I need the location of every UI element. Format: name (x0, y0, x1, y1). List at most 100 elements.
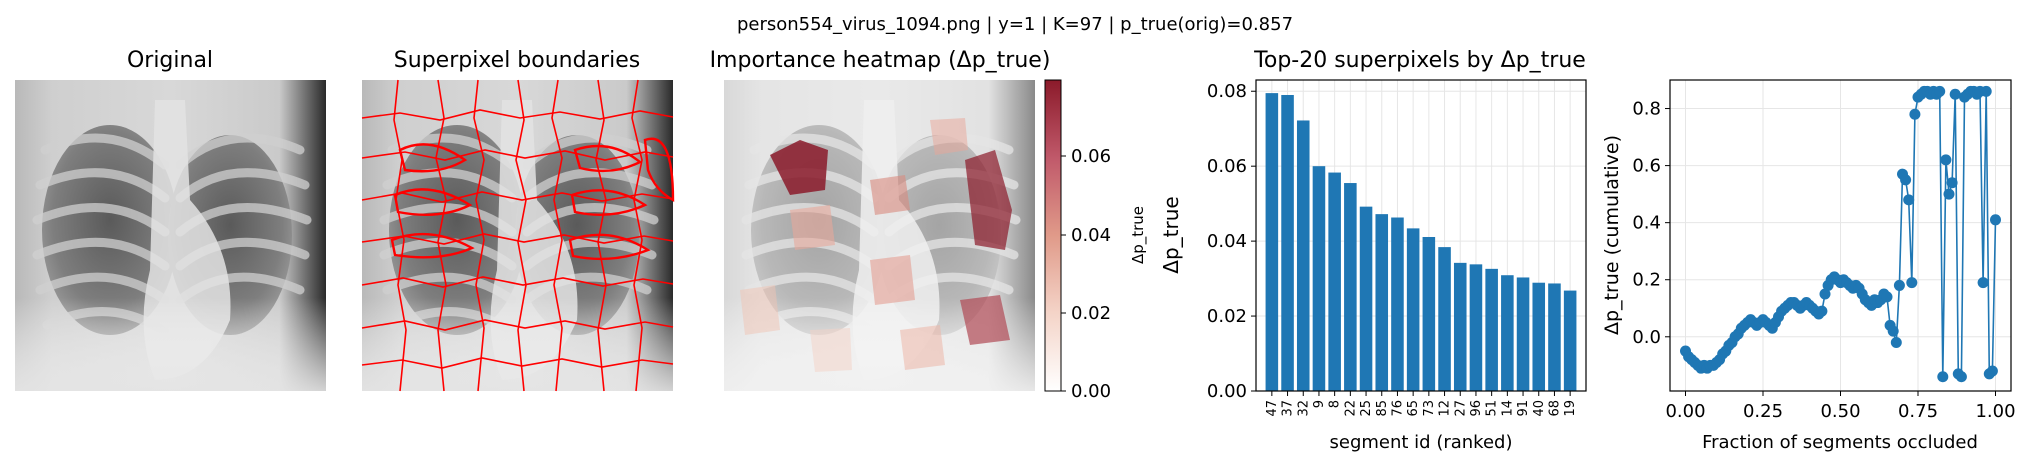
line-point (1980, 85, 1992, 97)
bar-chart-x-tick-label: 68 (1547, 400, 1562, 417)
line-chart-y-axis-label: Δp_true (cumulative) (1601, 135, 1623, 335)
bar-chart-x-tick-label: 37 (1281, 400, 1296, 417)
line-chart-x-tick-label: 0.25 (1743, 401, 1783, 422)
colorbar-tick-label: 0.00 (1071, 381, 1111, 402)
line-point (1816, 305, 1828, 317)
line-point (1934, 85, 1946, 97)
heatmap-panel: Importance heatmap (Δp_true) 0.00 0.02 0… (710, 48, 1148, 402)
heatmap-title: Importance heatmap (Δp_true) (710, 48, 1051, 73)
bar-chart-axes-frame (1255, 79, 1587, 392)
line-point (1946, 177, 1958, 189)
bar (1406, 228, 1420, 391)
bar-chart-y-tick-label: 0.04 (1207, 231, 1247, 252)
line-point (1819, 288, 1831, 300)
original-xray-image (15, 80, 326, 391)
line-chart-y-tick-label: 0.6 (1632, 156, 1661, 177)
bar-chart-x-tick-label: 27 (1453, 400, 1468, 417)
colorbar-tick-label: 0.06 (1071, 146, 1111, 167)
line-point (1909, 108, 1921, 120)
bar (1485, 268, 1498, 391)
line-chart-panel: 0.0 0.2 0.4 0.6 0.8 0.00 0.25 0.50 0.75 1.00 Fra… (1601, 79, 2016, 453)
line-point (1986, 365, 1998, 377)
bar-chart-x-tick-label: 14 (1500, 400, 1515, 417)
line-point (1990, 214, 2001, 226)
bar-chart-x-tick-label: 25 (1359, 400, 1374, 417)
line-point (1943, 188, 1955, 200)
bar (1391, 217, 1404, 391)
bar (1532, 282, 1546, 391)
bar-chart-x-tick-label: 96 (1469, 400, 1484, 417)
boundaries-panel: Superpixel boundaries (361, 48, 675, 392)
line-chart-x-ticks: 0.00 0.25 0.50 0.75 1.00 (1665, 391, 2016, 422)
bar (1312, 166, 1326, 391)
bar-chart-x-tick-label: 40 (1532, 400, 1547, 417)
bar (1328, 172, 1341, 391)
line-chart-y-tick-label: 0.2 (1632, 270, 1661, 291)
bar-chart-x-tick-label: 22 (1343, 400, 1358, 417)
bar-chart-x-tick-label: 9 (1312, 400, 1327, 408)
bar (1548, 283, 1561, 391)
line-point (1977, 277, 1989, 289)
bar (1296, 120, 1310, 391)
original-title: Original (127, 48, 213, 73)
bar-chart-panel: Top-20 superpixels by Δp_true 0.000.020.… (1159, 48, 1587, 453)
line-point (1903, 194, 1915, 206)
colorbar-label: Δp_true (1129, 206, 1148, 264)
line-chart-y-ticks: 0.0 0.2 0.4 0.6 0.8 (1632, 99, 1670, 348)
bar-chart-x-axis-label: segment id (ranked) (1330, 432, 1513, 453)
bar-chart-x-tick-label: 73 (1422, 400, 1437, 417)
figure-suptitle: person554_virus_1094.png | y=1 | K=97 | … (737, 14, 1293, 35)
line-chart-series (1680, 85, 2001, 383)
superpixel-boundaries-overlay (361, 79, 675, 392)
bar (1359, 206, 1373, 391)
line-chart-y-tick-label: 0.4 (1632, 213, 1661, 234)
bar (1265, 93, 1279, 392)
line-chart-y-tick-label: 0.8 (1632, 99, 1661, 120)
line-chart-grid (1670, 80, 2011, 391)
bar-chart-x-tick-label: 8 (1328, 400, 1343, 408)
bar-chart-x-tick-label: 51 (1485, 400, 1500, 417)
line-chart-x-tick-label: 0.50 (1820, 401, 1860, 422)
colorbar-tick-label: 0.02 (1071, 303, 1111, 324)
bar-chart-x-tick-label: 12 (1438, 400, 1453, 417)
bar-chart-x-tick-label: 85 (1375, 400, 1390, 417)
line-chart-x-tick-label: 0.00 (1665, 401, 1705, 422)
original-panel: Original (15, 48, 326, 391)
bar (1516, 277, 1530, 391)
line-point (1940, 154, 1952, 166)
bar-chart-y-ticks: 0.00 0.02 0.04 0.06 0.08 (1207, 81, 1256, 402)
bar-chart-bars (1265, 93, 1577, 392)
bar-chart-y-tick-label: 0.02 (1207, 306, 1247, 327)
bar-chart-y-tick-label: 0.08 (1207, 81, 1247, 102)
boundaries-title: Superpixel boundaries (394, 48, 640, 73)
bar-chart-x-tick-label: 65 (1406, 400, 1421, 417)
line-chart-x-tick-label: 0.75 (1898, 401, 1938, 422)
line-point (1887, 325, 1899, 337)
bar-chart-y-tick-label: 0.06 (1207, 156, 1247, 177)
bar-chart-x-tick-label: 47 (1265, 400, 1280, 417)
colorbar (1044, 79, 1062, 392)
line-point (1906, 277, 1918, 289)
line-chart-x-tick-label: 1.00 (1975, 401, 2015, 422)
bar-chart-x-tick-label: 91 (1516, 400, 1531, 417)
bar (1453, 262, 1467, 391)
colorbar-tick-label: 0.04 (1071, 225, 1111, 246)
bar (1375, 214, 1389, 391)
bar (1501, 275, 1514, 391)
line-point (1890, 336, 1902, 348)
bar-chart-x-ticks: 47 37 32 9 8 22 25 85 76 65 73 12 27 96 51 14 91 40 68 19 (1265, 391, 1578, 417)
line-point (1949, 88, 1961, 100)
bar (1281, 94, 1294, 392)
colorbar-ticks (1061, 155, 1066, 392)
line-chart-axes-frame (1669, 79, 2012, 392)
bar-chart-title: Top-20 superpixels by Δp_true (1253, 48, 1586, 73)
line-chart-y-tick-label: 0.0 (1632, 327, 1661, 348)
line-point (1881, 291, 1893, 303)
heatmap-overlay (724, 80, 1035, 391)
line-point (1900, 174, 1912, 186)
bar-chart-x-tick-label: 19 (1563, 400, 1578, 417)
bar (1438, 247, 1451, 391)
bar-chart-y-axis-label: Δp_true (1159, 196, 1183, 273)
bar (1344, 183, 1357, 391)
